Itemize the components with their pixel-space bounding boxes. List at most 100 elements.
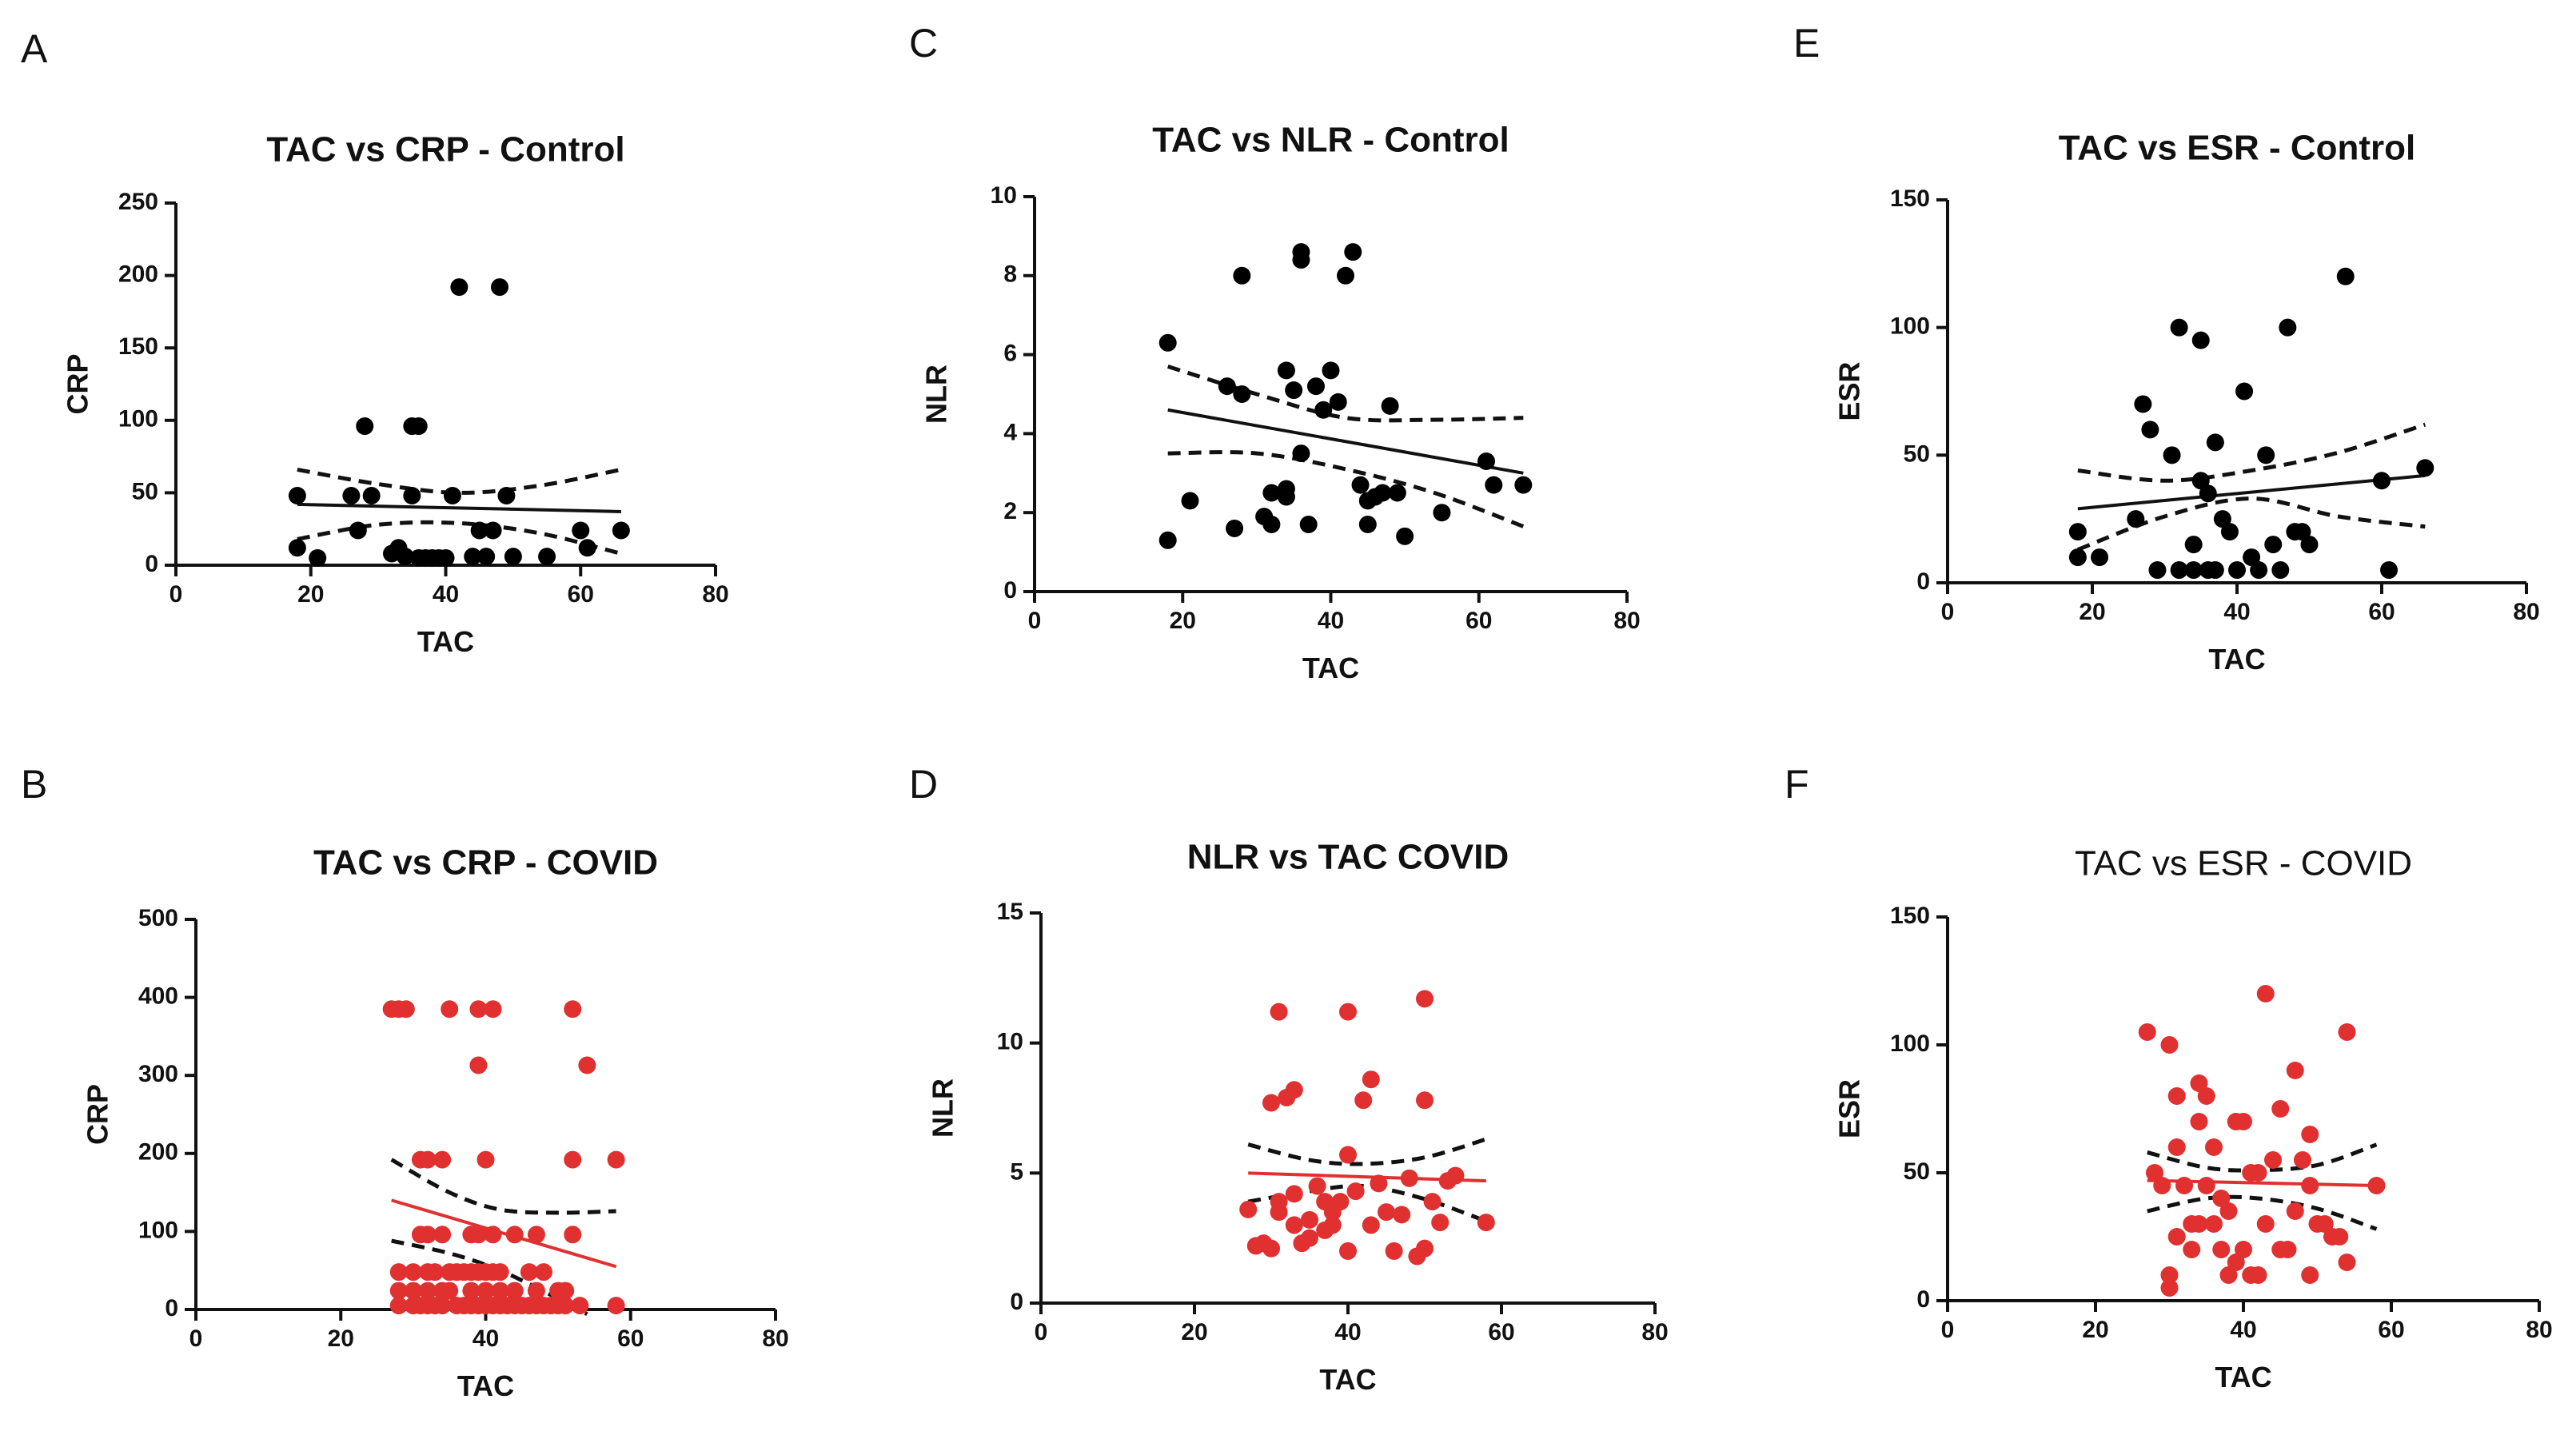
- data-point: [564, 1000, 582, 1018]
- data-point: [2271, 561, 2290, 580]
- data-point: [556, 1297, 575, 1315]
- x-tick-label: 40: [1334, 1319, 1361, 1345]
- x-tick-label: 20: [2082, 1317, 2108, 1343]
- data-point: [409, 417, 428, 436]
- data-point: [441, 1000, 459, 1018]
- y-tick-label: 150: [1890, 185, 1930, 212]
- data-point: [520, 1263, 538, 1282]
- data-point: [342, 487, 361, 505]
- data-point: [1285, 1216, 1303, 1234]
- x-tick-label: 80: [2513, 599, 2539, 625]
- data-point: [450, 278, 469, 297]
- data-point: [556, 1282, 575, 1300]
- data-point: [2148, 561, 2167, 580]
- data-point: [2127, 510, 2145, 528]
- data-point: [433, 1226, 452, 1244]
- chart-panel-d: D NLR vs TAC COVID 0 20 40 60 80 0 5 10 15 TAC NLR: [909, 762, 1669, 1396]
- data-point: [2190, 1074, 2208, 1092]
- data-point: [469, 1056, 488, 1074]
- data-point: [419, 1226, 437, 1244]
- data-point: [607, 1150, 625, 1169]
- data-point: [441, 1282, 459, 1300]
- data-point: [2235, 1113, 2252, 1130]
- chart-title: NLR vs TAC COVID: [1187, 838, 1509, 877]
- y-tick-label: 0: [1916, 568, 1930, 595]
- x-tick-label: 60: [1465, 608, 1492, 634]
- data-point: [2091, 548, 2109, 567]
- y-tick-label: 200: [138, 1139, 178, 1166]
- y-axis-label: ESR: [1833, 1079, 1866, 1138]
- data-point: [464, 548, 482, 566]
- data-point: [2301, 1266, 2319, 1284]
- y-tick-label: 500: [138, 905, 178, 931]
- x-tick-label: 20: [1170, 608, 1196, 634]
- data-point: [491, 1282, 509, 1300]
- data-point: [2213, 510, 2231, 528]
- data-point: [2068, 548, 2087, 567]
- data-point: [470, 521, 488, 540]
- data-point: [2219, 1266, 2238, 1284]
- data-point: [477, 1282, 495, 1300]
- data-point: [2212, 1190, 2231, 1207]
- data-point: [2068, 523, 2087, 541]
- data-point: [2249, 1266, 2267, 1284]
- panel-letter: F: [1784, 762, 1809, 807]
- data-point: [1385, 1242, 1403, 1260]
- data-point: [433, 1150, 452, 1169]
- data-point: [2170, 318, 2188, 337]
- data-point: [1285, 1081, 1303, 1099]
- data-point: [2373, 472, 2391, 490]
- data-point: [2138, 1023, 2156, 1041]
- y-tick-label: 400: [138, 983, 178, 1010]
- panel-letter: E: [1793, 21, 1820, 66]
- data-point: [1218, 377, 1236, 396]
- x-tick-label: 40: [473, 1325, 499, 1352]
- data-point: [2167, 1138, 2186, 1156]
- data-point: [2235, 1241, 2252, 1258]
- x-tick-label: 20: [328, 1325, 354, 1352]
- data-point: [309, 548, 327, 567]
- chart-title: TAC vs ESR - Control: [2059, 129, 2416, 168]
- data-point: [1337, 266, 1355, 285]
- data-point: [2300, 536, 2319, 554]
- data-point: [2191, 472, 2210, 490]
- x-tick-label: 0: [1035, 1319, 1048, 1345]
- data-point: [1301, 1210, 1318, 1229]
- data-point: [497, 487, 516, 505]
- y-tick-label: 8: [1003, 261, 1017, 288]
- y-axis-label: NLR: [920, 365, 953, 424]
- data-point: [2220, 523, 2239, 541]
- data-point: [607, 1297, 625, 1315]
- y-tick-label: 10: [997, 1029, 1023, 1055]
- x-tick-label: 80: [2526, 1317, 2552, 1343]
- x-tick-label: 60: [1488, 1319, 1514, 1345]
- ci-upper-band: [2077, 422, 2426, 483]
- data-point: [2279, 1241, 2297, 1258]
- data-point: [1323, 1216, 1342, 1234]
- y-tick-label: 15: [997, 899, 1023, 925]
- data-point: [404, 1282, 422, 1300]
- data-point: [491, 1263, 509, 1282]
- data-point: [1158, 333, 1177, 352]
- data-point: [1339, 1002, 1357, 1021]
- data-point: [1233, 385, 1251, 403]
- data-point: [462, 1282, 481, 1300]
- data-point: [1239, 1200, 1258, 1218]
- regression-line: [297, 502, 621, 513]
- data-point: [2264, 536, 2283, 554]
- data-point: [2199, 484, 2217, 503]
- data-point: [2243, 548, 2261, 567]
- data-point: [2228, 561, 2246, 580]
- data-point: [2331, 1228, 2349, 1246]
- data-point: [2160, 1279, 2179, 1297]
- data-point: [1477, 452, 1496, 470]
- data-point: [2205, 1138, 2223, 1156]
- data-point: [2367, 1177, 2386, 1194]
- data-point: [2256, 1215, 2275, 1233]
- data-point: [2380, 561, 2399, 580]
- data-point: [1226, 519, 1244, 537]
- data-point: [2160, 1036, 2179, 1054]
- x-tick-label: 20: [2079, 599, 2105, 625]
- data-point: [1270, 1002, 1288, 1021]
